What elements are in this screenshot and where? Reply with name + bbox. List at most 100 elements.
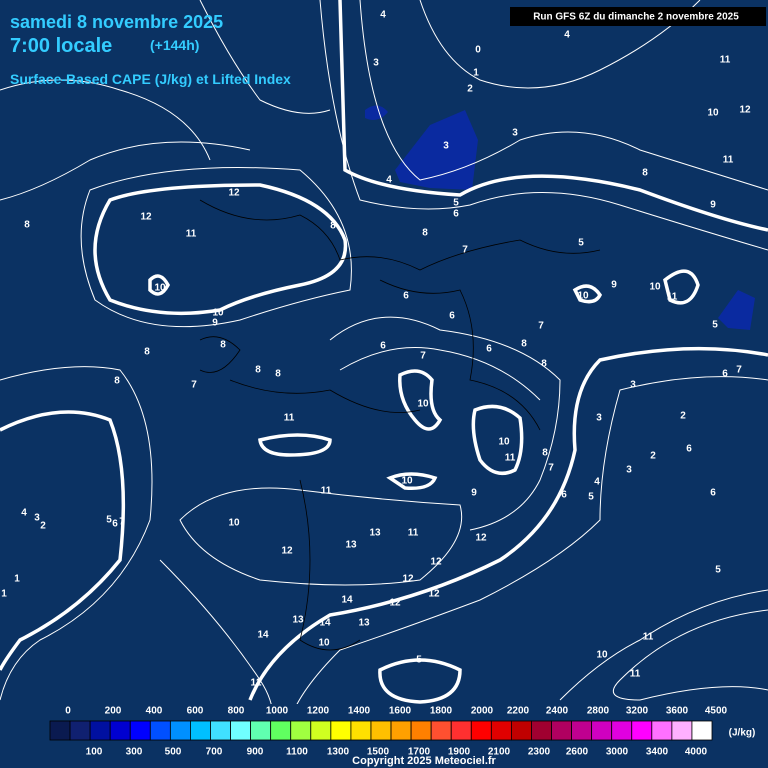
contour-label: 4 — [594, 477, 600, 488]
contour-label: 8 — [422, 228, 428, 239]
contour-label: 5 — [712, 320, 718, 331]
cape-area — [365, 105, 388, 120]
contour-label: 12 — [281, 546, 293, 557]
color-swatch — [310, 720, 332, 741]
legend-bottom-label: 3400 — [646, 747, 669, 758]
contour-label: 11 — [720, 55, 731, 66]
cape-area — [718, 290, 755, 330]
contour-label: 3 — [34, 513, 40, 524]
legend-bottom-label: 2100 — [488, 747, 511, 758]
contour — [289, 376, 768, 721]
border — [199, 199, 601, 271]
color-swatch — [129, 720, 151, 741]
color-swatch — [390, 720, 412, 741]
contour-label: 3 — [596, 413, 602, 424]
contour-label: 8 — [330, 221, 336, 232]
contour-label: 10 — [212, 308, 224, 319]
contour-label: 8 — [24, 220, 30, 231]
contour-label: 9 — [471, 488, 477, 499]
contour-label: 13 — [369, 528, 381, 539]
contour-label: 2 — [650, 451, 656, 462]
legend-bottom-label: 1500 — [367, 747, 390, 758]
parameter: Surface-Based CAPE (J/kg) et Lifted Inde… — [10, 71, 291, 87]
contour — [148, 274, 170, 296]
contour — [339, 347, 541, 401]
contour-label: 7 — [538, 321, 544, 332]
contour-label: 6 — [449, 311, 455, 322]
contour-label: 10 — [498, 437, 510, 448]
thin-contours — [0, 0, 768, 741]
contour-label: 10 — [649, 282, 661, 293]
color-swatch — [510, 720, 532, 741]
contour-label: 2 — [680, 411, 686, 422]
color-swatch — [330, 720, 352, 741]
contour-label: 5 — [106, 515, 112, 526]
contour — [0, 366, 153, 701]
color-swatch — [410, 720, 432, 741]
date: samedi 8 novembre 2025 — [10, 12, 223, 32]
legend-unit: (J/kg) — [729, 728, 756, 739]
legend-top-label: 2200 — [507, 706, 530, 717]
contour-label: 8 — [542, 448, 548, 459]
color-swatch — [651, 720, 673, 741]
legend-top-label: 1600 — [389, 706, 412, 717]
contour-label: 8 — [114, 376, 120, 387]
contour-label: 10 — [228, 518, 240, 529]
contour — [80, 167, 352, 328]
contour-label: 12 — [250, 678, 262, 689]
contour-label: 6 — [561, 490, 567, 501]
run-info: Run GFS 6Z du dimanche 2 novembre 2025 — [533, 12, 739, 23]
contour-label: 4 — [386, 175, 392, 186]
contour-label: 6 — [710, 488, 716, 499]
contour-label: 2 — [467, 84, 473, 95]
legend-top-label: 400 — [146, 706, 163, 717]
legend-top-label: 600 — [187, 706, 204, 717]
color-swatch — [531, 720, 552, 741]
borders — [199, 199, 601, 651]
color-swatch — [350, 720, 372, 741]
contour-label: 8 — [275, 369, 281, 380]
color-swatch — [270, 720, 292, 741]
contour-label: 6 — [380, 341, 386, 352]
contour — [329, 316, 561, 531]
color-swatch — [490, 720, 512, 741]
color-swatch — [591, 720, 613, 741]
contour-label: 13 — [345, 540, 357, 551]
contour — [398, 369, 443, 431]
color-swatch — [169, 720, 191, 741]
contour-label: 5 — [588, 492, 594, 503]
run-box — [510, 7, 766, 26]
contour-label: 9 — [710, 200, 716, 211]
color-swatch — [250, 720, 272, 741]
contour-label: 1 — [14, 574, 20, 585]
legend-bottom-label: 4000 — [685, 747, 708, 758]
legend-top-label: 4500 — [705, 706, 728, 717]
border — [229, 379, 421, 413]
color-swatch — [109, 720, 131, 741]
contour-label: 10 — [417, 399, 429, 410]
contour-label: 8 — [642, 168, 648, 179]
contour-label: 5 — [578, 238, 584, 249]
contour-label: 6 — [722, 369, 728, 380]
color-swatch — [450, 720, 472, 741]
contour-label: 3 — [373, 58, 379, 69]
legend-bottom-label: 1700 — [408, 747, 431, 758]
border — [379, 279, 541, 431]
contour-label: 10 — [318, 638, 330, 649]
contour-label: 6 — [686, 444, 692, 455]
legend-top-label: 1400 — [348, 706, 371, 717]
color-swatch — [149, 720, 171, 741]
legend-top-label: 3600 — [666, 706, 689, 717]
contour — [559, 589, 768, 701]
legend-bottom-label: 300 — [126, 747, 143, 758]
legend-top-label: 1000 — [266, 706, 289, 717]
contour — [0, 410, 126, 671]
color-swatch — [551, 720, 572, 741]
color-swatch — [49, 720, 71, 741]
contour-label: 3 — [443, 141, 449, 152]
border — [199, 336, 241, 373]
color-swatch — [230, 720, 252, 741]
contour-label: 2 — [40, 521, 46, 532]
